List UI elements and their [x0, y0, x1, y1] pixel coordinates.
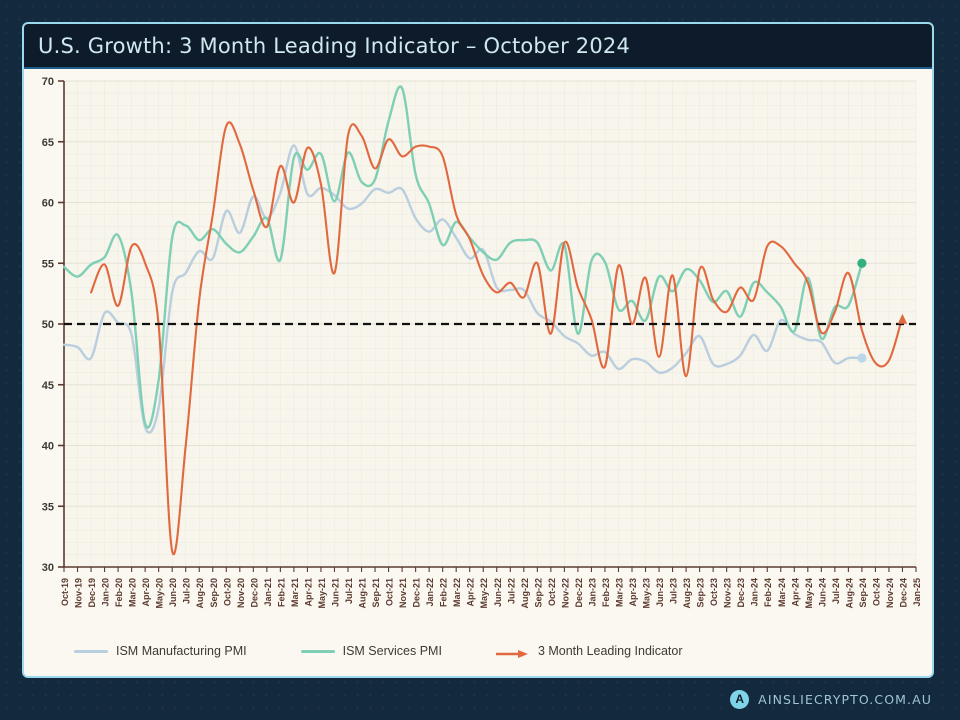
y-axis-tick-label: 65: [42, 137, 54, 149]
x-axis-tick-label: Jun-22: [493, 578, 503, 607]
y-axis-tick-label: 70: [42, 76, 54, 88]
x-axis-tick-label: Aug-20: [195, 578, 205, 609]
x-axis-tick-label: Apr-23: [628, 578, 638, 607]
x-axis-tick-label: Sep-23: [696, 578, 706, 608]
x-axis-tick-label: Oct-19: [60, 578, 70, 606]
x-axis-tick-label: Sep-22: [533, 578, 543, 608]
x-axis-tick-label: Jun-23: [655, 578, 665, 607]
x-axis-tick-label: Dec-21: [412, 578, 422, 608]
x-axis-tick-label: Sep-21: [371, 578, 381, 608]
x-axis-tick-label: Nov-20: [236, 578, 246, 608]
x-axis-tick-label: May-22: [479, 578, 489, 609]
legend-swatch-line-icon: [300, 649, 335, 653]
chart-legend: ISM Manufacturing PMI ISM Services PMI 3…: [24, 636, 932, 666]
x-axis-tick-label: May-20: [155, 578, 165, 609]
x-axis-tick-label: Jan-24: [750, 578, 760, 607]
footer-branding: A AINSLIECRYPTO.COM.AU: [0, 684, 960, 714]
x-axis-tick-label: Mar-21: [290, 578, 300, 607]
y-axis-tick-label: 30: [42, 562, 54, 574]
x-axis-tick-label: Feb-22: [439, 578, 449, 607]
y-axis-tick-label: 40: [42, 441, 54, 453]
x-axis-tick-label: Jun-24: [817, 578, 827, 607]
logo-letter: A: [735, 692, 744, 706]
indicator-arrowhead-icon: [897, 313, 908, 324]
x-axis-tick-label: Aug-22: [520, 578, 530, 609]
x-axis-tick-label: May-21: [317, 578, 327, 609]
x-axis-tick-label: Mar-22: [452, 578, 462, 607]
x-axis-tick-label: Nov-22: [560, 578, 570, 608]
x-axis-tick-label: Oct-20: [222, 578, 232, 606]
x-axis-tick-label: Nov-24: [885, 578, 895, 608]
x-axis-tick-label: Aug-24: [844, 578, 854, 609]
x-axis-tick-label: Dec-24: [898, 578, 908, 608]
x-axis-tick-label: Nov-19: [74, 578, 84, 608]
x-axis-tick-label: Mar-24: [777, 578, 787, 607]
y-axis-tick-label: 55: [42, 258, 54, 270]
line-chart: 30 35 40 45 50 55 60 65 70 Oct-19 Nov-19 Dec-19 Jan-…: [42, 76, 922, 609]
page-title: U.S. Growth: 3 Month Leading Indicator –…: [38, 33, 631, 58]
plot-area: 30 35 40 45 50 55 60 65 70 Oct-19 Nov-19 Dec-19 Jan-…: [24, 69, 932, 676]
chart-title-bar: U.S. Growth: 3 Month Leading Indicator –…: [24, 24, 932, 69]
legend-swatch-line-icon: [74, 649, 108, 653]
x-axis-tick-label: Jul-24: [831, 578, 841, 604]
x-axis-tick-label: Jan-22: [425, 578, 435, 607]
x-axis-tick-label: May-24: [804, 578, 814, 609]
x-axis-tick-label: Nov-21: [398, 578, 408, 608]
x-axis-tick-label: Apr-22: [466, 578, 476, 607]
x-axis-tick-label: Jul-20: [182, 578, 192, 604]
x-axis-tick-label: Jun-20: [168, 578, 178, 607]
chart-card: U.S. Growth: 3 Month Leading Indicator –…: [22, 22, 934, 678]
x-axis-tick-label: Oct-24: [871, 578, 881, 606]
y-axis-tick-label: 45: [42, 380, 54, 392]
x-axis-tick-label: Mar-23: [614, 578, 624, 607]
x-axis-tick-label: Sep-24: [858, 578, 868, 608]
x-axis-tick-label: Jan-23: [587, 578, 597, 607]
brand-text: AINSLIECRYPTO.COM.AU: [758, 691, 932, 707]
x-axis-tick-label: Jul-21: [344, 578, 354, 604]
x-axis-tick-label: May-23: [642, 578, 652, 609]
series-endpoint-marker: [857, 258, 867, 268]
legend-label: ISM Manufacturing PMI: [116, 644, 247, 658]
x-axis-tick-label: Jan-25: [912, 578, 922, 607]
series-line: [89, 121, 904, 556]
x-axis-tick-label: Jan-20: [101, 578, 111, 607]
legend-item-manufacturing[interactable]: ISM Manufacturing PMI: [74, 644, 247, 658]
x-axis-tick-label: Oct-22: [547, 578, 557, 606]
x-axis-tick-label: Dec-22: [574, 578, 584, 608]
legend-item-services[interactable]: ISM Services PMI: [300, 644, 442, 658]
x-axis-tick-label: Apr-21: [303, 578, 313, 607]
y-axis-tick-label: 50: [42, 319, 54, 331]
x-axis-tick-label: Dec-20: [249, 578, 259, 608]
x-axis-tick-label: Oct-23: [709, 578, 719, 606]
x-axis-tick-label: Dec-23: [736, 578, 746, 608]
series-line: [62, 85, 864, 429]
x-axis-tick-label: Apr-20: [141, 578, 151, 607]
x-axis-tick-label: Jan-21: [263, 578, 273, 607]
legend-label: ISM Services PMI: [342, 644, 442, 658]
x-axis-tick-label: Oct-21: [385, 578, 395, 606]
series-line: [62, 144, 864, 434]
x-axis-tick-label: Jul-22: [506, 578, 516, 604]
x-axis-tick-label: Mar-20: [128, 578, 138, 607]
x-axis-tick-label: Aug-23: [682, 578, 692, 609]
x-axis-tick-label: Feb-23: [601, 578, 611, 607]
x-axis-tick-label: Sep-20: [209, 578, 219, 608]
x-axis-tick-label: Dec-19: [87, 578, 97, 608]
series-endpoint-marker: [857, 353, 867, 363]
y-axis-tick-label: 35: [42, 501, 54, 513]
ainslie-a-logo-icon: A: [730, 689, 750, 709]
x-axis-tick-label: Feb-21: [276, 578, 286, 607]
x-axis-tick-label: Feb-24: [763, 578, 773, 607]
x-axis-tick-label: Feb-20: [114, 578, 124, 607]
x-axis-tick-label: Aug-21: [358, 578, 368, 609]
x-axis-tick-label: Jul-23: [669, 578, 679, 604]
legend-label: 3 Month Leading Indicator: [537, 644, 683, 658]
x-axis-tick-label: Jun-21: [330, 578, 340, 607]
x-axis-tick-label: Nov-23: [723, 578, 733, 608]
legend-item-indicator[interactable]: 3 Month Leading Indicator: [495, 644, 683, 658]
y-axis-tick-label: 60: [42, 198, 54, 210]
legend-swatch-arrow-icon: [495, 646, 530, 658]
x-axis-tick-label: Apr-24: [790, 578, 800, 607]
